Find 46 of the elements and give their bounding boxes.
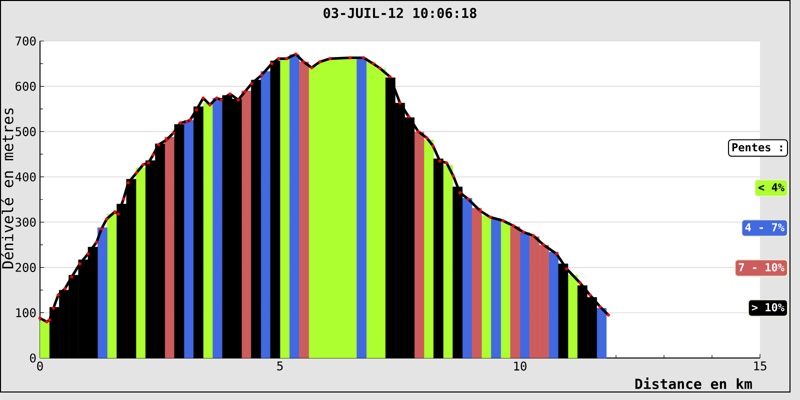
x-axis-title: Distance en km bbox=[635, 378, 752, 390]
bar bbox=[299, 62, 309, 358]
bar bbox=[184, 120, 194, 358]
bar bbox=[280, 58, 290, 358]
bar bbox=[500, 222, 511, 358]
bar bbox=[520, 232, 530, 358]
bar bbox=[241, 90, 252, 358]
bar bbox=[596, 308, 607, 358]
bar bbox=[107, 214, 117, 358]
chart-title: 03-JUIL-12 10:06:18 bbox=[324, 8, 476, 18]
bar bbox=[260, 71, 271, 358]
y-tick-label: 200 bbox=[16, 262, 36, 272]
y-tick-label: 500 bbox=[16, 127, 36, 136]
bar bbox=[491, 218, 501, 358]
bar bbox=[97, 227, 108, 358]
text: < 4% bbox=[758, 183, 784, 192]
bar bbox=[548, 252, 559, 358]
text: > 10% bbox=[752, 303, 784, 312]
bar bbox=[443, 164, 453, 358]
bar bbox=[136, 168, 146, 358]
y-axis-title: Dénivelé en metres bbox=[1, 108, 14, 268]
bar bbox=[212, 98, 223, 358]
bar bbox=[481, 216, 492, 358]
bar bbox=[462, 198, 472, 358]
bar bbox=[289, 54, 300, 358]
bar bbox=[356, 58, 367, 358]
y-tick-label: 0 bbox=[30, 353, 36, 363]
legend-title: Pentes : bbox=[732, 143, 782, 152]
bar bbox=[40, 320, 50, 358]
bar bbox=[424, 140, 434, 358]
bar bbox=[472, 208, 482, 358]
x-tick-label: 10 bbox=[514, 362, 526, 371]
text: 4 - 7% bbox=[745, 223, 784, 232]
bar bbox=[203, 102, 213, 358]
bar bbox=[510, 226, 520, 358]
y-tick-label: 700 bbox=[16, 36, 36, 46]
y-tick-label: 100 bbox=[16, 308, 36, 318]
y-tick-label: 400 bbox=[15, 172, 36, 182]
text: 7 - 10% bbox=[738, 263, 784, 272]
bar bbox=[414, 132, 424, 358]
y-tick-label: 600 bbox=[16, 82, 36, 91]
bar bbox=[164, 136, 175, 358]
x-tick-label: 15 bbox=[754, 362, 766, 370]
x-tick-label: 5 bbox=[277, 362, 283, 370]
x-tick-label: 0 bbox=[37, 362, 43, 371]
y-tick-label: 300 bbox=[16, 218, 36, 227]
